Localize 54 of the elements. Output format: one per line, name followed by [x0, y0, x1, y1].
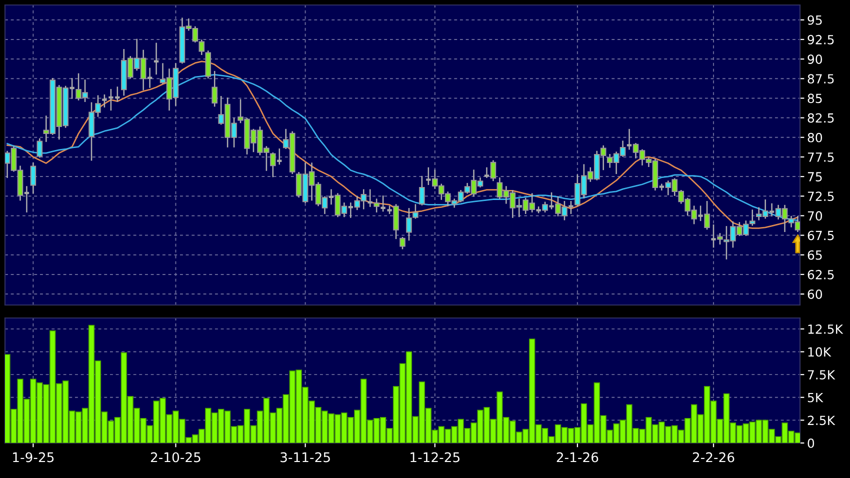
y-tick-label: 62.5 [808, 270, 834, 280]
y-tick-label: 92.5 [808, 34, 834, 44]
x-tick-label: 1-12-25 [410, 452, 460, 462]
candlestick [768, 203, 776, 216]
candlestick [68, 78, 76, 99]
y-tick-label: 77.5 [808, 152, 834, 162]
y-tick-label: 10K [808, 347, 832, 357]
candlestick [658, 184, 666, 190]
candlestick [749, 210, 756, 226]
candlestick [30, 162, 36, 194]
y-tick-label: 80 [808, 132, 822, 142]
candlestick [419, 176, 425, 206]
y-tick-label: 67.5 [808, 230, 834, 240]
candlestick [146, 68, 154, 88]
candlestick [710, 224, 717, 248]
y-tick-label: 5K [808, 393, 824, 402]
y-tick-label: 85 [808, 94, 822, 104]
y-tick-label: 2.5K [808, 416, 836, 426]
y-tick-label: 90 [808, 54, 822, 64]
y-tick-label: 72.5 [808, 192, 834, 202]
candlestick [366, 189, 374, 207]
x-tick-label: 2-1-26 [556, 452, 598, 462]
y-tick-label: 12.5K [808, 324, 844, 334]
candlestick [101, 94, 108, 108]
x-tick-label: 3-11-25 [280, 452, 330, 462]
candlestick [276, 148, 283, 165]
candlestick [152, 42, 160, 75]
y-tick-label: 87.5 [808, 74, 834, 84]
candlestick [400, 237, 406, 250]
y-tick-label: 7.5K [808, 370, 836, 380]
y-tick-label: 75 [808, 172, 822, 182]
x-tick-label: 2-2-26 [692, 452, 734, 462]
candlestick [205, 50, 212, 78]
y-tick-label: 95 [808, 15, 822, 25]
candlestick [23, 186, 30, 212]
candlestick [568, 200, 574, 214]
y-tick-label: 60 [808, 290, 822, 299]
y-tick-label: 65 [808, 250, 822, 260]
candlestick [36, 138, 43, 158]
y-tick-label: 70 [808, 211, 822, 221]
candlestick [328, 189, 335, 205]
candlestick [424, 167, 432, 185]
candlestick [626, 128, 633, 150]
candlestick [483, 167, 490, 178]
candlestick [347, 202, 354, 218]
y-tick-label: 0 [808, 438, 814, 448]
candlestick [212, 70, 218, 107]
candlestick [548, 192, 555, 210]
candlestick [380, 196, 387, 212]
x-tick-label: 1-9-25 [13, 452, 54, 462]
y-tick-label: 82.5 [808, 113, 834, 123]
candlestick [697, 206, 704, 222]
x-tick-label: 2-10-25 [150, 452, 200, 462]
candlestick [198, 40, 205, 55]
